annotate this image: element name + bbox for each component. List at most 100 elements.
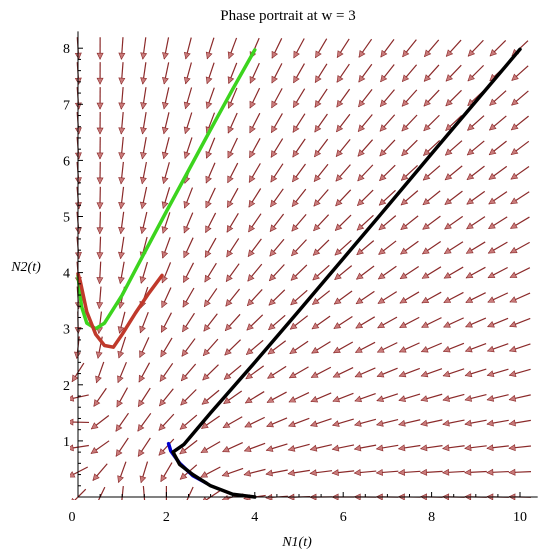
field-arrow <box>423 140 441 156</box>
field-arrow <box>161 287 172 309</box>
field-arrow <box>400 190 419 206</box>
field-arrow <box>292 88 306 109</box>
field-arrow <box>115 437 129 457</box>
field-arrow <box>486 343 509 353</box>
field-arrow <box>442 468 465 476</box>
field-arrow <box>313 189 329 207</box>
field-arrow <box>358 89 373 108</box>
field-arrow <box>292 163 306 183</box>
field-arrow <box>243 468 266 477</box>
field-arrow <box>179 439 198 455</box>
field-arrow <box>160 337 173 358</box>
field-arrow <box>358 63 373 83</box>
field-arrow <box>118 236 125 260</box>
field-arrow <box>379 89 395 108</box>
field-arrow <box>378 240 397 255</box>
field-arrow <box>467 115 485 131</box>
field-arrow <box>266 391 287 403</box>
field-arrow <box>161 187 171 209</box>
field-arrow <box>248 137 261 159</box>
field-arrow <box>117 361 127 384</box>
field-arrow <box>266 417 288 428</box>
field-arrow <box>140 112 147 135</box>
field-arrow <box>93 387 107 407</box>
field-arrow <box>309 444 332 452</box>
field-arrow <box>182 287 195 308</box>
field-arrow <box>443 317 464 328</box>
field-arrow <box>293 38 305 59</box>
field-arrow <box>161 112 170 135</box>
field-arrow <box>249 62 260 84</box>
field-arrow <box>271 88 283 109</box>
field-arrow <box>442 444 465 452</box>
field-arrow <box>445 39 462 57</box>
field-arrow <box>401 114 418 132</box>
field-arrow <box>421 266 442 279</box>
field-arrow <box>204 262 217 283</box>
field-arrow <box>203 288 218 308</box>
field-arrow <box>223 364 242 380</box>
field-arrow <box>270 188 284 208</box>
field-arrow <box>313 163 329 182</box>
y-tick-label: 8 <box>63 42 70 57</box>
field-arrow <box>95 361 105 384</box>
field-arrow <box>354 418 377 427</box>
field-arrow <box>310 366 332 378</box>
field-arrow <box>464 342 487 353</box>
field-arrow <box>356 240 375 256</box>
field-arrow <box>400 240 419 255</box>
field-arrow <box>246 289 263 307</box>
field-arrow <box>118 87 126 110</box>
field-arrow <box>118 136 126 160</box>
field-arrow <box>314 113 328 133</box>
field-arrow <box>334 214 352 231</box>
field-arrow <box>377 265 397 280</box>
field-arrow <box>508 368 531 377</box>
field-arrow <box>118 211 126 235</box>
field-arrow <box>137 387 151 408</box>
field-arrow <box>288 392 310 403</box>
field-arrow <box>204 237 217 258</box>
field-arrow <box>464 368 487 378</box>
field-arrow <box>376 418 399 427</box>
field-arrow <box>205 137 216 159</box>
field-arrow <box>96 87 104 110</box>
field-arrow <box>289 340 309 355</box>
field-arrow <box>267 365 287 379</box>
field-arrow <box>508 468 532 476</box>
x-tick-label: 6 <box>340 510 347 525</box>
field-arrow <box>265 469 288 477</box>
field-arrow <box>444 215 464 230</box>
field-arrow <box>225 263 240 283</box>
field-arrow <box>182 262 195 283</box>
field-arrow <box>376 367 398 378</box>
field-arrow <box>354 367 376 378</box>
field-arrow <box>486 394 509 402</box>
field-arrow <box>291 188 307 207</box>
field-arrow <box>356 214 374 231</box>
field-arrow <box>160 312 172 333</box>
field-arrow <box>488 216 508 230</box>
field-arrow <box>183 112 193 135</box>
field-arrow <box>466 190 486 205</box>
x-axis-label: N1(t) <box>281 535 312 550</box>
field-arrow <box>96 186 104 210</box>
field-arrow <box>508 419 531 427</box>
y-tick-label: 7 <box>63 98 70 113</box>
field-arrow <box>487 266 508 279</box>
field-arrow <box>465 241 486 254</box>
x-tick-label: 0 <box>69 510 76 525</box>
field-arrow <box>401 64 418 83</box>
field-arrow <box>222 442 243 453</box>
field-arrow <box>424 39 440 58</box>
field-arrow <box>221 467 244 477</box>
field-arrow <box>205 37 215 60</box>
field-arrow <box>354 341 376 354</box>
field-arrow <box>355 265 375 280</box>
field-arrow <box>139 461 149 484</box>
field-arrow <box>313 214 330 232</box>
y-tick-label: 4 <box>63 267 70 282</box>
field-arrow <box>332 418 354 427</box>
field-arrow <box>202 338 219 357</box>
field-arrow <box>378 189 396 206</box>
